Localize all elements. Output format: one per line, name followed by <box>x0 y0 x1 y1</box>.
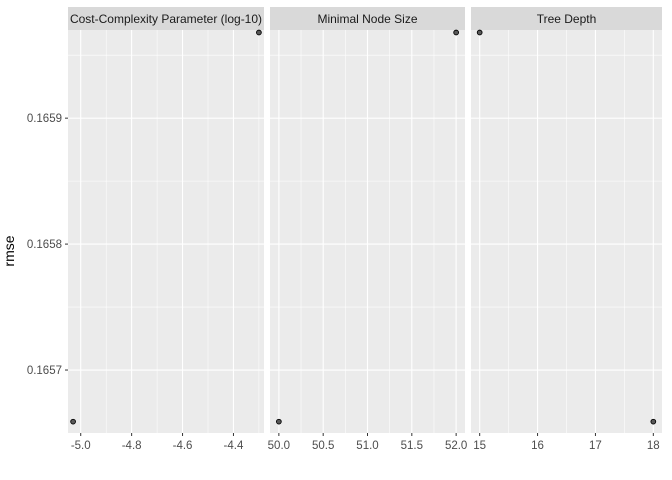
data-point <box>453 29 459 36</box>
x-tick-label: 16 <box>531 440 544 452</box>
y-tick-label: 0.1657 <box>27 365 62 377</box>
x-tick-label: 15 <box>473 440 486 452</box>
data-point <box>476 29 483 36</box>
facet-strip-title: Cost-Complexity Parameter (log-10) <box>70 12 262 26</box>
facet-strip-title: Minimal Node Size <box>317 12 417 26</box>
x-tick-label: 50.0 <box>268 440 290 452</box>
facet-panel-2: Minimal Node Size 50.0 50.5 51.0 51.5 52.0 <box>268 7 467 452</box>
x-tick-label: 18 <box>647 440 660 452</box>
data-point <box>256 29 262 36</box>
x-tick-label: -5.0 <box>71 440 91 452</box>
x-tick-label: -4.4 <box>224 440 244 452</box>
facet-panel-1: Cost-Complexity Parameter (log-10) -5.0 -4… <box>68 7 264 452</box>
facet-strip <box>471 7 662 30</box>
data-point <box>70 418 76 425</box>
facet-strip-title: Tree Depth <box>537 12 597 26</box>
y-tick-label: 0.1659 <box>27 113 62 125</box>
panels-layer: Cost-Complexity Parameter (log-10) -5.0 -4… <box>68 7 662 452</box>
data-point <box>650 418 657 425</box>
x-tick-label: 50.5 <box>312 440 334 452</box>
facet-strip <box>270 7 465 30</box>
data-point <box>276 418 282 425</box>
y-tick-label: 0.1658 <box>27 239 62 251</box>
y-axis: 0.1657 0.1658 0.1659 <box>27 113 68 377</box>
x-tick-label: 51.5 <box>401 440 423 452</box>
x-tick-label: -4.8 <box>122 440 142 452</box>
facet-panel-3: Tree Depth 15 16 17 18 <box>471 7 662 452</box>
panel-background <box>68 30 264 433</box>
x-tick-label: 52.0 <box>445 440 467 452</box>
x-tick-label: 51.0 <box>356 440 378 452</box>
x-tick-label: -4.6 <box>173 440 193 452</box>
facet-strip <box>68 7 264 30</box>
x-tick-label: 17 <box>589 440 602 452</box>
y-axis-title: rmse <box>1 235 17 266</box>
